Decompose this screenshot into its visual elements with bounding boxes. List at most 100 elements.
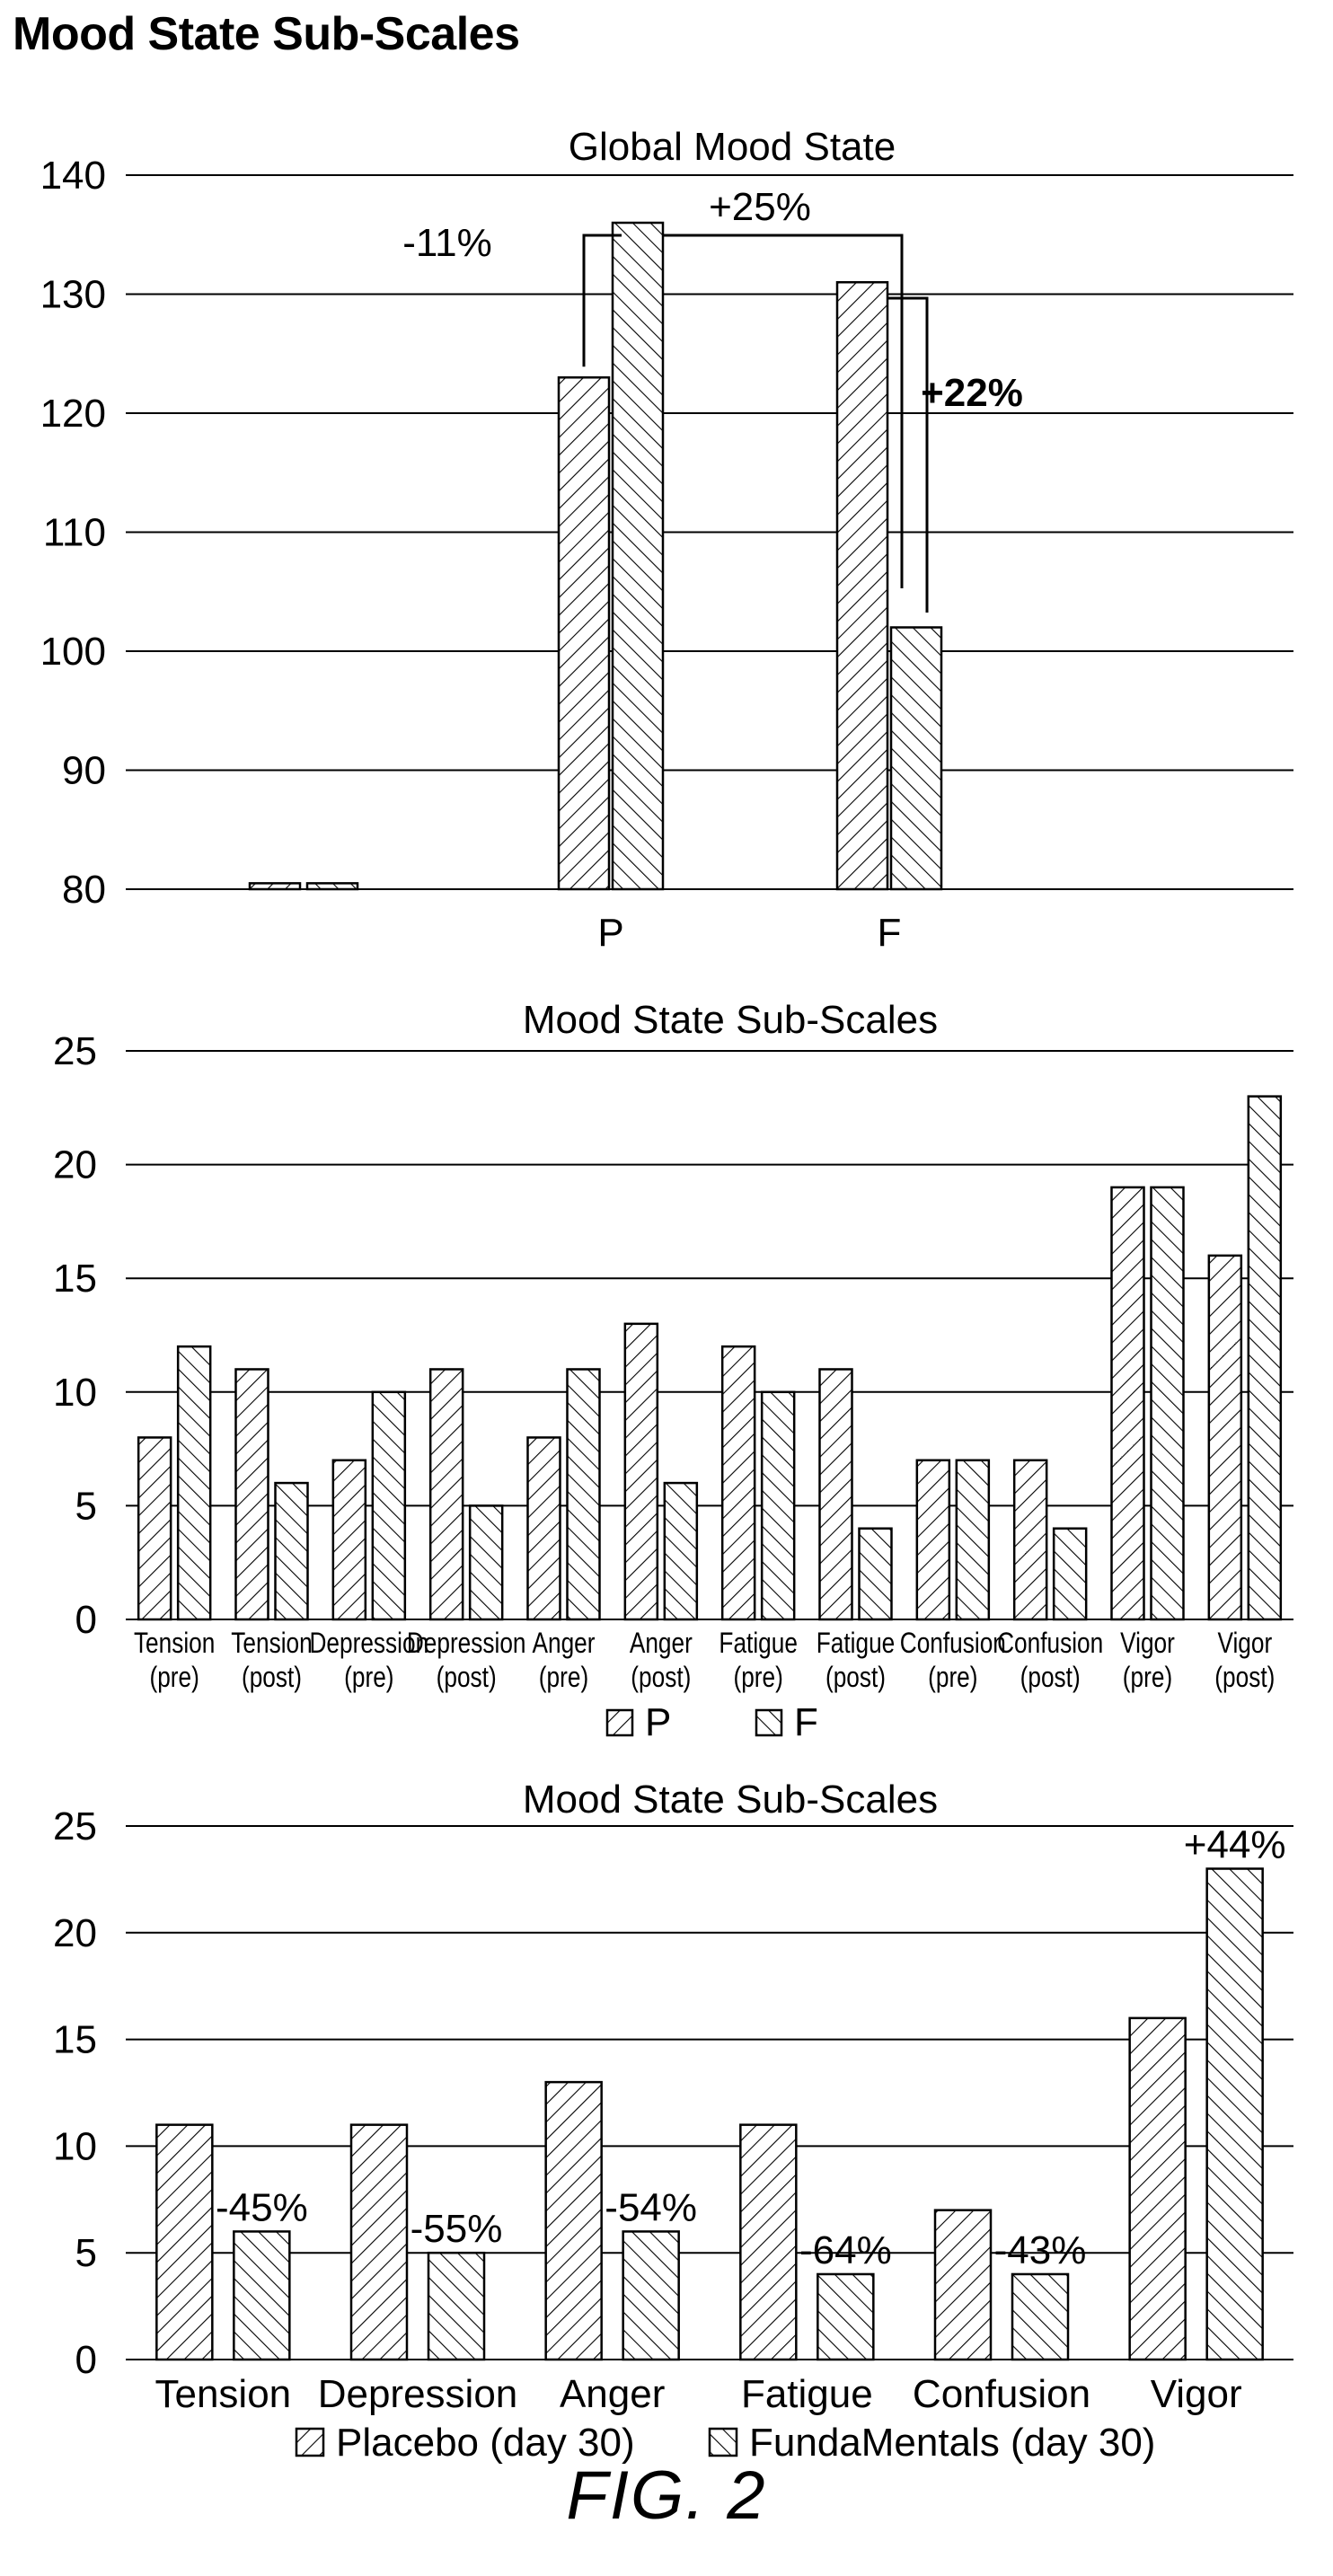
chart2-bar	[760, 1390, 796, 1621]
chart3-ytick: 0	[75, 2338, 97, 2382]
chart3-xtick: Vigor	[1151, 2372, 1242, 2416]
chart1-bar	[835, 281, 889, 891]
chart2-bar	[274, 1481, 309, 1621]
chart3-legend-label: FundaMentals (day 30)	[749, 2421, 1155, 2465]
chart1-ytick: 90	[62, 749, 106, 793]
chart2-ytick: 25	[53, 1029, 97, 1073]
chart1-bracket-3	[887, 296, 929, 613]
chart1-annotation-1: -11%	[402, 221, 491, 265]
chart2-xtick-line2: (pre)	[149, 1663, 199, 1694]
chart2-bar	[428, 1368, 464, 1621]
chart2-xtick-line1: Anger	[630, 1628, 693, 1660]
chart3-bar	[427, 2251, 486, 2361]
chart2-xtick-line2: (pre)	[344, 1663, 393, 1694]
chart2-bar	[1247, 1095, 1283, 1621]
chart3-ytick: 10	[53, 2124, 97, 2168]
chart2-xtick-line2: (post)	[825, 1663, 886, 1694]
chart3-data-label: -43%	[994, 2228, 1087, 2272]
chart1-annotation-3: +22%	[921, 371, 1023, 415]
chart2-title: Mood State Sub-Scales	[523, 998, 938, 1042]
chart3-bar	[349, 2123, 409, 2361]
chart1-ytick: 120	[40, 392, 106, 436]
chart3-xtick: Anger	[560, 2372, 665, 2416]
chart3-bar	[739, 2123, 798, 2361]
chart2-xtick-line2: (pre)	[539, 1663, 588, 1694]
chart1-bar	[611, 221, 665, 891]
chart1-ytick: 110	[43, 511, 106, 555]
chart2-bar	[468, 1504, 504, 1621]
chart2-xtick-line1: Tension	[231, 1628, 312, 1660]
chart2-ytick: 15	[53, 1257, 97, 1301]
sub-scales-pre-post-chart: Mood State Sub-Scales0510152025Tension(p…	[53, 998, 1293, 1744]
chart2-xtick-line1: Confusion	[900, 1628, 1006, 1660]
chart2-bar	[1150, 1186, 1185, 1621]
chart3-ytick: 20	[53, 1911, 97, 1955]
chart2-xtick-line1: Vigor	[1217, 1628, 1272, 1660]
chart1-bracket-1	[582, 234, 622, 367]
chart3-xtick: Confusion	[913, 2372, 1090, 2416]
chart1-annotation-2: +25%	[709, 185, 811, 229]
chart2-bar	[371, 1390, 407, 1621]
chart2-xtick-line2: (post)	[437, 1663, 497, 1694]
chart1-xtick: F	[878, 911, 902, 955]
chart2-legend-label: P	[645, 1700, 671, 1744]
chart3-xtick: Fatigue	[741, 2372, 873, 2416]
chart3-data-label: -55%	[410, 2207, 503, 2251]
chart2-ytick: 10	[53, 1371, 97, 1415]
chart2-bar	[176, 1345, 212, 1621]
chart2-xtick-line1: Fatigue	[719, 1628, 797, 1660]
chart2-legend-swatch	[755, 1708, 783, 1737]
chart2-bar	[720, 1345, 756, 1621]
chart2-xtick-line1: Depression	[407, 1628, 526, 1660]
chart2-bar	[331, 1459, 367, 1621]
chart3-bar	[817, 2272, 875, 2361]
chart3-data-label: -54%	[605, 2185, 697, 2229]
chart3-bar	[1128, 2016, 1187, 2361]
chart3-xtick: Tension	[154, 2372, 291, 2416]
chart1-ytick: 130	[40, 273, 106, 317]
chart3-title: Mood State Sub-Scales	[523, 1778, 938, 1822]
chart2-bar	[566, 1368, 601, 1621]
chart2-xtick-line2: (pre)	[1123, 1663, 1172, 1694]
page-heading: Mood State Sub-Scales	[13, 8, 520, 60]
chart2-xtick-line2: (post)	[631, 1663, 691, 1694]
global-mood-state-chart: Global Mood State 80 90 100 110 120 130 140 P F -1…	[40, 125, 1293, 955]
chart3-data-label: +44%	[1184, 1823, 1286, 1867]
chart2-xtick-line2: (post)	[1020, 1663, 1081, 1694]
chart2-bar	[623, 1322, 659, 1621]
chart2-bar	[234, 1368, 269, 1621]
chart3-ytick: 15	[53, 2018, 97, 2062]
chart3-legend-swatch	[295, 2427, 325, 2457]
chart1-stub-1	[248, 882, 302, 891]
chart3-bar	[155, 2123, 214, 2361]
chart3-bar	[622, 2230, 680, 2361]
chart2-legend-label: F	[794, 1700, 818, 1744]
chart3-xtick: Depression	[318, 2372, 518, 2416]
chart2-xtick-line2: (post)	[242, 1663, 302, 1694]
chart1-ytick: 140	[40, 154, 106, 198]
chart3-legend-swatch	[708, 2427, 738, 2457]
chart2-bar	[1207, 1254, 1243, 1621]
chart3-bar	[233, 2230, 291, 2361]
chart2-bar	[526, 1436, 561, 1621]
chart2-ytick: 20	[53, 1143, 97, 1187]
chart2-bar	[915, 1459, 951, 1621]
chart1-bar	[557, 376, 611, 891]
chart1-bracket-2	[663, 234, 904, 588]
chart2-legend-swatch	[605, 1708, 634, 1737]
chart2-xtick-line1: Vigor	[1120, 1628, 1175, 1660]
chart2-xtick-line2: (post)	[1214, 1663, 1275, 1694]
chart3-legend-label: Placebo (day 30)	[336, 2421, 635, 2465]
chart2-ytick: 0	[75, 1598, 97, 1642]
chart2-xtick-line1: Tension	[134, 1628, 215, 1660]
chart3-bar	[933, 2209, 993, 2361]
chart2-bar	[1110, 1186, 1145, 1621]
chart2-xtick-line2: (pre)	[928, 1663, 977, 1694]
chart3-ytick: 25	[53, 1804, 97, 1848]
chart1-ytick: 80	[62, 868, 106, 912]
chart1-bar	[889, 626, 943, 891]
sub-scales-day30-chart: Mood State Sub-Scales 0 5 10 15 20 25 -45% Tensi…	[53, 1778, 1293, 2465]
chart3-bar	[1205, 1867, 1264, 2361]
chart2-xtick-line2: (pre)	[733, 1663, 782, 1694]
chart1-xtick: P	[597, 911, 623, 955]
